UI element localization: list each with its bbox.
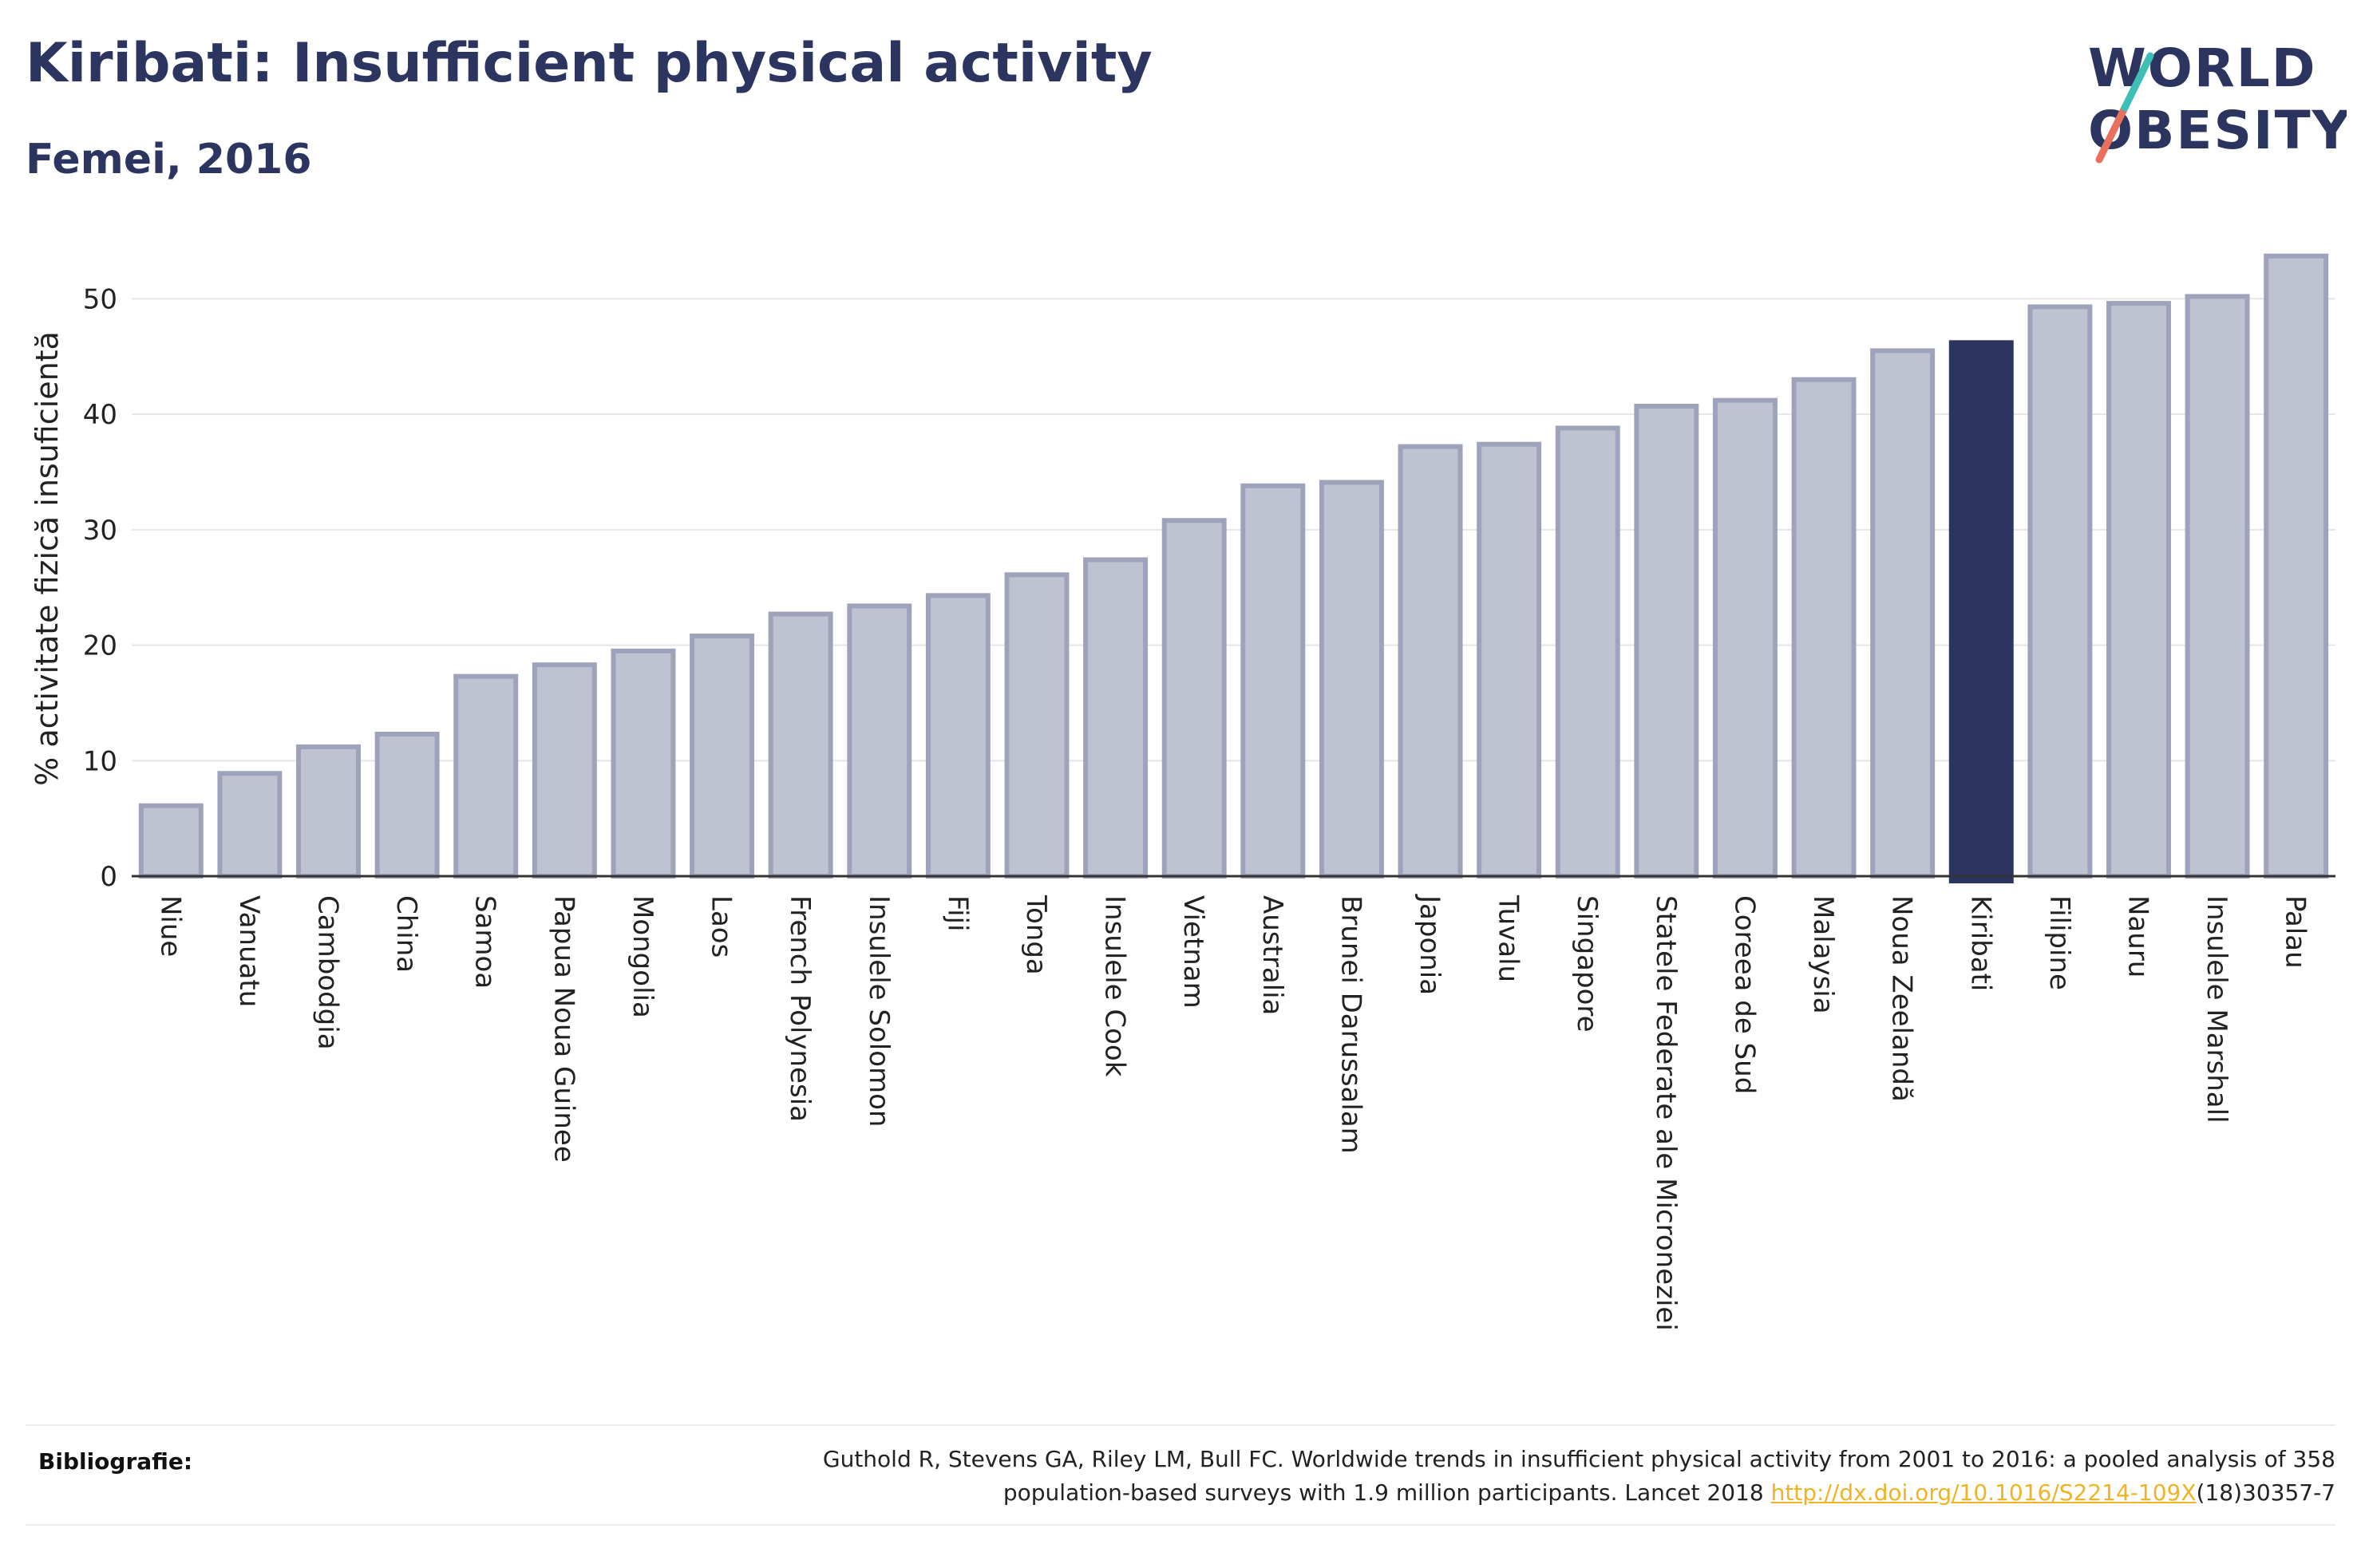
bar <box>768 611 833 879</box>
footer-divider-bottom <box>26 1524 2335 1526</box>
bar <box>1555 425 1620 879</box>
x-tick-label: Brunei Darussalam <box>1335 895 1366 1154</box>
x-tick-label: Insulele Cook <box>1099 895 1131 1077</box>
x-tick-label: Kiribati <box>1964 895 1996 991</box>
bar <box>1398 444 1463 879</box>
x-tick-label: French Polynesia <box>784 895 816 1122</box>
y-tick-label: 30 <box>83 515 117 547</box>
bar-chart: 0 10 20 30 40 50 Niue Vanuatu Cambodgia China Sam… <box>30 253 2335 1331</box>
x-tick-label: Filipine <box>2043 895 2075 990</box>
doi-link[interactable]: http://dx.doi.org/10.1016/S2214-109X <box>1770 1479 2197 1506</box>
bar <box>1161 518 1227 879</box>
axes: 0 10 20 30 40 50 <box>83 283 2335 893</box>
bar <box>611 648 676 879</box>
x-tick-label: Insulele Marshall <box>2201 895 2232 1124</box>
bar <box>374 731 440 879</box>
x-tick-label: Papua Noua Guinee <box>548 895 579 1163</box>
x-tick-label: Mongolia <box>627 895 658 1018</box>
bars <box>138 253 2329 884</box>
x-tick-label: Australia <box>1256 895 1288 1015</box>
bibliography-label: Bibliografie: <box>38 1448 193 1475</box>
y-tick-label: 0 <box>100 861 117 893</box>
bar <box>925 593 991 879</box>
x-tick-label: Japonia <box>1414 894 1445 995</box>
chart-subtitle: Femei, 2016 <box>26 136 312 184</box>
bar <box>217 771 283 879</box>
x-tick-label: China <box>390 895 422 973</box>
y-tick-label: 10 <box>83 745 117 777</box>
x-tick-label: Malaysia <box>1807 895 1839 1014</box>
logo-slash-coral <box>2095 104 2129 164</box>
x-tick-label: Tonga <box>1020 895 1052 975</box>
bar <box>532 662 597 879</box>
bar <box>1319 480 1384 879</box>
bar <box>1712 397 1778 879</box>
bar <box>847 603 912 879</box>
x-tick-label: Fiji <box>941 895 973 931</box>
logo-text-obesity: OBESITY <box>2088 100 2347 161</box>
x-tick-label: Nauru <box>2122 895 2153 978</box>
x-tick-labels: Niue Vanuatu Cambodgia China Samoa Papua Noua… <box>154 894 2311 1331</box>
x-tick-label: Palau <box>2280 895 2312 969</box>
bar <box>1791 377 1857 879</box>
bar <box>1240 483 1306 879</box>
x-tick-label: Statele Federate ale Microneziei <box>1650 895 1682 1331</box>
y-tick-label: 50 <box>83 283 117 315</box>
x-tick-label: Samoa <box>469 895 501 989</box>
x-tick-label: Vanuatu <box>233 895 265 1007</box>
bar-highlighted <box>1948 340 2014 884</box>
bibliography-line-2-suffix: (18)30357-7 <box>2196 1479 2335 1506</box>
footer-divider-top <box>26 1424 2335 1426</box>
bibliography-line-1: Guthold R, Stevens GA, Riley LM, Bull FC… <box>822 1446 2335 1472</box>
bar <box>296 744 361 879</box>
bar <box>1477 441 1542 879</box>
x-tick-label: Niue <box>154 895 186 957</box>
bar <box>2185 294 2250 879</box>
bar <box>690 633 755 879</box>
bibliography-text: Guthold R, Stevens GA, Riley LM, Bull FC… <box>500 1443 2335 1510</box>
x-tick-label: Singapore <box>1571 895 1603 1033</box>
bar <box>1083 557 1149 879</box>
bar <box>138 803 204 879</box>
chart-title: Kiribati: Insufficient physical activity <box>26 32 1153 95</box>
bar <box>2264 253 2329 879</box>
y-tick-label: 40 <box>83 399 117 431</box>
x-tick-label: Noua Zeelandă <box>1886 895 1918 1102</box>
world-obesity-logo: WORLD OBESITY <box>2088 38 2347 164</box>
bar <box>453 673 519 879</box>
y-axis-label: % activitate fizică insuficientă <box>30 331 65 786</box>
bibliography-line-2-text: population-based surveys with 1.9 millio… <box>1003 1479 1771 1506</box>
y-tick-label: 20 <box>83 630 117 662</box>
x-tick-label: Laos <box>706 895 738 958</box>
bibliography-line-2: population-based surveys with 1.9 millio… <box>500 1476 2335 1510</box>
bar <box>2106 301 2171 879</box>
x-tick-label: Tuvalu <box>1493 895 1525 982</box>
x-tick-label: Insulele Solomon <box>863 895 895 1127</box>
bar <box>1870 348 1936 879</box>
x-tick-label: Vietnam <box>1177 895 1209 1009</box>
bar <box>1634 403 1699 879</box>
x-tick-label: Cambodgia <box>312 895 344 1050</box>
bar <box>2027 304 2093 879</box>
x-tick-label: Coreea de Sud <box>1728 895 1760 1094</box>
logo-text-world: WORLD <box>2088 38 2317 99</box>
logo-slash-teal <box>2121 52 2154 112</box>
bar <box>1004 572 1070 879</box>
